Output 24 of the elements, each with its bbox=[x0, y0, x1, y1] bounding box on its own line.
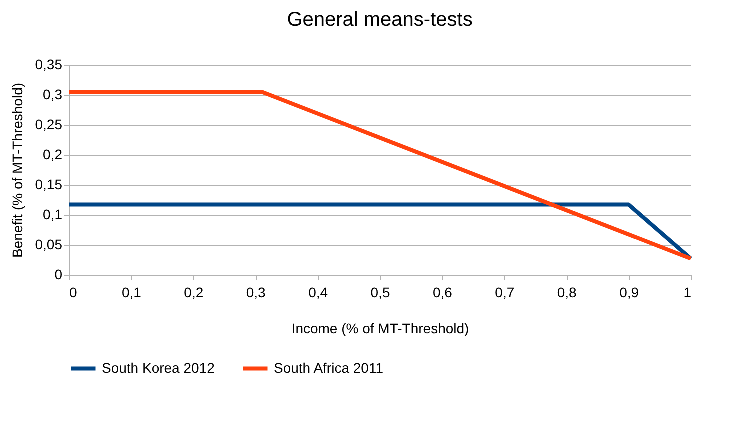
x-axis-title: Income (% of MT-Threshold) bbox=[292, 320, 470, 336]
legend-label: South Korea 2012 bbox=[102, 360, 216, 376]
y-tick-label: 0,35 bbox=[35, 56, 63, 72]
x-tick-label: 0,4 bbox=[308, 284, 328, 300]
x-tick-label: 0,9 bbox=[620, 284, 640, 300]
y-tick-label: 0,2 bbox=[43, 146, 63, 162]
y-tick-label: 0,1 bbox=[43, 206, 63, 222]
x-tick-label: 0,6 bbox=[432, 284, 453, 300]
x-tick-label: 0 bbox=[70, 284, 78, 300]
y-tick-label: 0,25 bbox=[35, 116, 63, 132]
x-tick-label: 0,2 bbox=[184, 284, 204, 300]
x-tick-label: 0,8 bbox=[557, 284, 578, 300]
y-tick-label: 0 bbox=[54, 266, 63, 282]
x-tick-label: 1 bbox=[684, 284, 692, 300]
y-tick-label: 0,3 bbox=[43, 86, 63, 102]
x-tick-label: 0,5 bbox=[370, 284, 390, 300]
y-axis-title: Benefit (% of MT-Threshold) bbox=[9, 82, 26, 258]
chart-title: General means-tests bbox=[287, 9, 473, 31]
x-tick-label: 0,3 bbox=[246, 284, 266, 300]
x-tick-label: 0,1 bbox=[122, 284, 142, 300]
x-tick-label: 0,7 bbox=[495, 284, 515, 300]
y-tick-label: 0,05 bbox=[35, 236, 63, 252]
y-tick-label: 0,15 bbox=[35, 176, 63, 192]
legend-label: South Africa 2011 bbox=[274, 360, 384, 376]
